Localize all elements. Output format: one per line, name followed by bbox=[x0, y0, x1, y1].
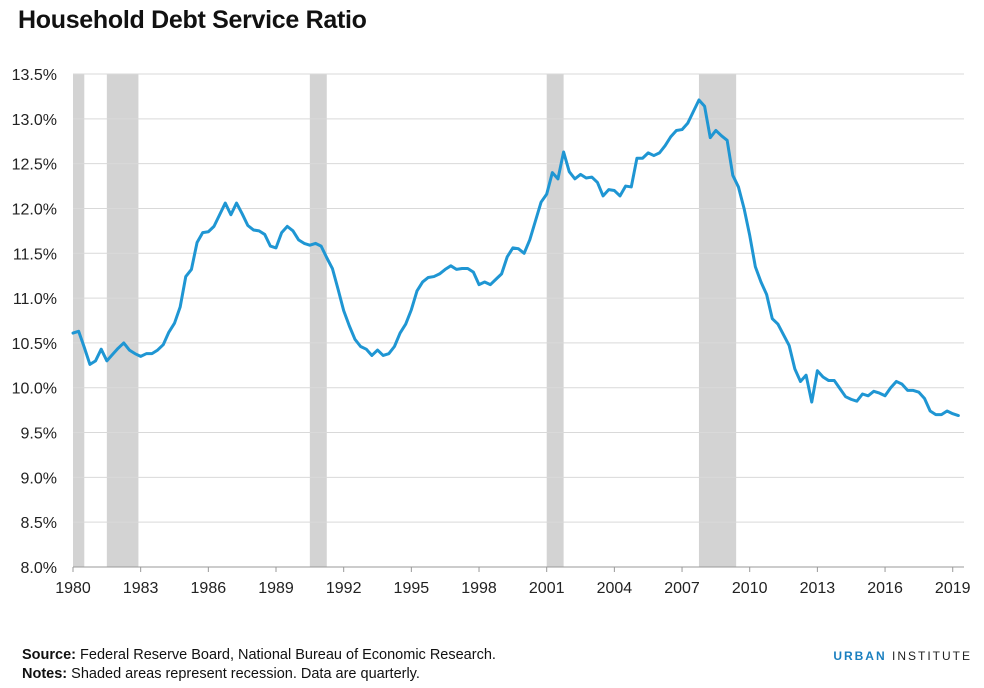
x-tick-label: 1986 bbox=[191, 580, 227, 597]
x-tick-label: 1989 bbox=[258, 580, 294, 597]
notes-text: Shaded areas represent recession. Data a… bbox=[71, 666, 420, 682]
chart-footer: Source: Federal Reserve Board, National … bbox=[22, 646, 496, 684]
x-tick-label: 1983 bbox=[123, 580, 159, 597]
x-tick-label: 1992 bbox=[326, 580, 362, 597]
x-tick-label: 2010 bbox=[732, 580, 768, 597]
gridlines bbox=[73, 73, 964, 568]
y-tick-label: 10.0% bbox=[12, 381, 57, 398]
brand-name-bold: URBAN bbox=[833, 649, 887, 663]
chart-title: Household Debt Service Ratio bbox=[18, 6, 367, 34]
x-tick-label: 2013 bbox=[800, 580, 836, 597]
x-tick-label: 2004 bbox=[597, 580, 633, 597]
source-label: Source: bbox=[22, 647, 76, 663]
x-tick-label: 2001 bbox=[529, 580, 565, 597]
notes-label: Notes: bbox=[22, 666, 68, 682]
recession-bands bbox=[73, 74, 737, 567]
y-tick-label: 13.0% bbox=[12, 112, 57, 129]
y-axis: 8.0% 8.5% 9.0% 9.5% 10.0% 10.5% 11.0% 11.5% 12.0… bbox=[12, 67, 57, 577]
y-tick-label: 12.0% bbox=[12, 201, 57, 218]
x-tick-label: 2019 bbox=[935, 580, 971, 597]
x-axis: 1980 1983 1986 1989 1992 1995 1998 2001 2004 2007… bbox=[55, 567, 971, 597]
y-tick-label: 10.5% bbox=[12, 336, 57, 353]
y-tick-label: 8.0% bbox=[21, 560, 57, 577]
source-text: Federal Reserve Board, National Bureau o… bbox=[80, 647, 496, 663]
notes-note: Notes: Shaded areas represent recession.… bbox=[22, 665, 496, 684]
y-tick-label: 11.0% bbox=[13, 291, 57, 308]
recession-band-0 bbox=[73, 74, 85, 567]
x-tick-label: 2007 bbox=[664, 580, 700, 597]
source-note: Source: Federal Reserve Board, National … bbox=[22, 646, 496, 665]
x-tick-label: 1980 bbox=[55, 580, 91, 597]
recession-band-1 bbox=[106, 74, 139, 567]
urban-institute-logo: URBAN INSTITUTE bbox=[833, 649, 972, 663]
x-tick-label: 2016 bbox=[867, 580, 903, 597]
x-tick-label: 1995 bbox=[394, 580, 430, 597]
recession-band-3 bbox=[546, 74, 564, 567]
series-line-0 bbox=[71, 98, 960, 418]
y-tick-label: 8.5% bbox=[21, 515, 57, 532]
recession-band-2 bbox=[309, 74, 327, 567]
line-chart: 8.0% 8.5% 9.0% 9.5% 10.0% 10.5% 11.0% 11.5% 12.0… bbox=[12, 67, 971, 597]
y-tick-label: 12.5% bbox=[12, 157, 57, 174]
y-tick-label: 13.5% bbox=[12, 67, 57, 84]
y-tick-label: 9.0% bbox=[21, 470, 57, 487]
series-layer bbox=[71, 98, 960, 418]
y-tick-label: 11.5% bbox=[13, 246, 57, 263]
recession-band-4 bbox=[698, 74, 737, 567]
x-tick-label: 1998 bbox=[461, 580, 497, 597]
brand-name-light: INSTITUTE bbox=[892, 649, 972, 663]
y-tick-label: 9.5% bbox=[21, 426, 57, 443]
